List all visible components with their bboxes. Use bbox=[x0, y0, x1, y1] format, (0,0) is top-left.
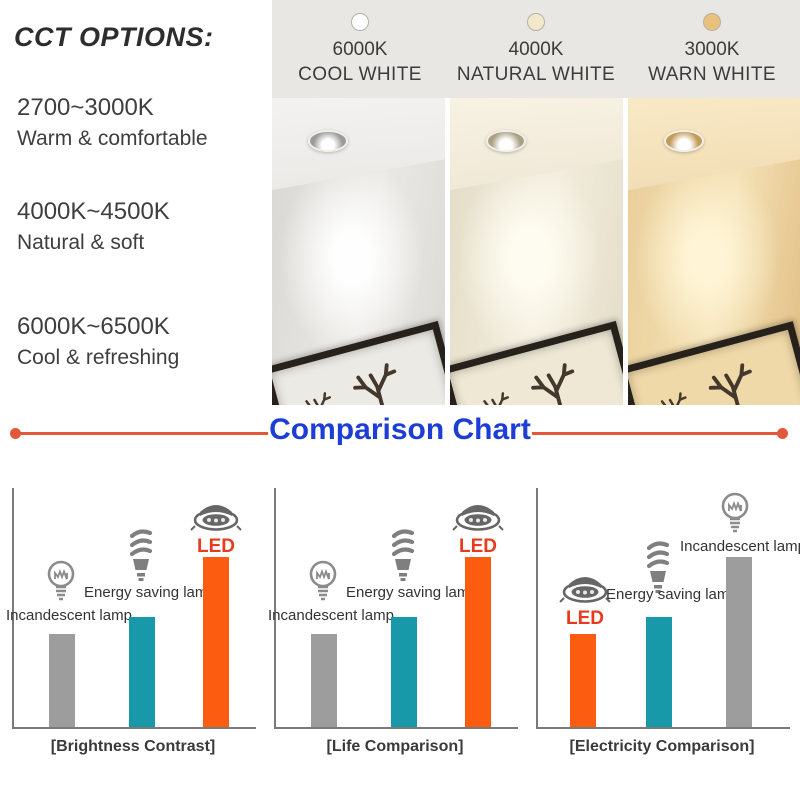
bar-energy-saving-lamp bbox=[646, 617, 672, 727]
cct-option-natural: 4000K~4500K Natural & soft bbox=[17, 198, 170, 255]
cct-desc: Cool & refreshing bbox=[17, 346, 180, 369]
cct-desc: Natural & soft bbox=[17, 231, 145, 254]
cct-header-band: 6000K COOL WHITE 4000K NATURAL WHITE 300… bbox=[272, 0, 800, 98]
cct-range: 6000K~6500K bbox=[17, 313, 170, 340]
cct-range: 4000K~4500K bbox=[17, 198, 170, 225]
cct-name-label: NATURAL WHITE bbox=[456, 64, 616, 85]
kelvin-label: 4000K bbox=[508, 39, 564, 60]
label-energy-saving-lamp: Energy saving lamp bbox=[346, 584, 478, 601]
cct-option-warm: 2700~3000K Warm & comfortable bbox=[17, 94, 208, 151]
bar-chart-life-comparison: Incandescent lamp Energy saving lamp LED [L… bbox=[266, 460, 524, 785]
cct-name-label: WARN WHITE bbox=[648, 64, 776, 85]
room-photo-warm-white bbox=[628, 98, 800, 405]
led-downlight-icon bbox=[559, 572, 611, 604]
bar-chart-brightness-contrast: Incandescent lamp Energy saving lamp LED [B… bbox=[4, 460, 262, 785]
label-energy-saving-lamp: Energy saving lamp bbox=[84, 584, 216, 601]
label-led: LED bbox=[566, 608, 604, 629]
comparison-chart-divider: Comparison Chart bbox=[0, 412, 800, 458]
bar-incandescent-lamp bbox=[726, 557, 752, 727]
cfl-bulb-icon bbox=[126, 528, 156, 582]
led-downlight-icon bbox=[190, 500, 242, 532]
room-photo-natural-white bbox=[450, 98, 623, 405]
chart-caption: [Life Comparison] bbox=[326, 738, 464, 755]
divider-line-left bbox=[20, 432, 268, 435]
cct-options-panel: CCT OPTIONS: 2700~3000K Warm & comfortab… bbox=[0, 0, 272, 410]
kelvin-label: 3000K bbox=[684, 39, 740, 60]
cct-options-title: CCT OPTIONS: bbox=[14, 22, 214, 52]
label-incandescent-lamp: Incandescent lamp bbox=[6, 607, 132, 624]
natural-white-swatch-icon bbox=[527, 13, 545, 31]
bar-energy-saving-lamp bbox=[391, 617, 417, 727]
bar-incandescent-lamp bbox=[49, 634, 75, 727]
downlight-fixture-icon bbox=[664, 130, 705, 153]
comparison-chart-title: Comparison Chart bbox=[269, 413, 531, 446]
room-photo-cool-white bbox=[272, 98, 445, 405]
cct-name-label: COOL WHITE bbox=[298, 64, 422, 85]
cfl-bulb-icon bbox=[388, 528, 418, 582]
bar-led bbox=[570, 634, 596, 727]
kelvin-label: 6000K bbox=[332, 39, 388, 60]
divider-line-right bbox=[532, 432, 778, 435]
chart-caption: [Electricity Comparison] bbox=[569, 738, 755, 755]
label-led: LED bbox=[459, 536, 497, 557]
led-downlight-icon bbox=[452, 500, 504, 532]
bar-chart-electricity-comparison: LED Energy saving lamp Incandescent lamp [E… bbox=[528, 460, 800, 785]
label-incandescent-lamp: Incandescent lamp bbox=[680, 538, 800, 555]
y-axis bbox=[536, 488, 538, 729]
cct-range: 2700~3000K bbox=[17, 94, 154, 121]
cct-desc: Warm & comfortable bbox=[17, 127, 208, 150]
header-column-cool-white: 6000K COOL WHITE bbox=[272, 0, 448, 98]
bar-incandescent-lamp bbox=[311, 634, 337, 727]
antler-artwork-icon bbox=[655, 361, 762, 405]
downlight-fixture-icon bbox=[308, 130, 349, 153]
y-axis bbox=[274, 488, 276, 729]
incandescent-bulb-icon bbox=[43, 560, 79, 604]
cool-white-swatch-icon bbox=[351, 13, 369, 31]
label-energy-saving-lamp: Energy saving lamp bbox=[606, 586, 738, 603]
incandescent-bulb-icon bbox=[305, 560, 341, 604]
incandescent-bulb-icon bbox=[717, 492, 753, 536]
antler-artwork-icon bbox=[300, 361, 406, 405]
header-column-natural-white: 4000K NATURAL WHITE bbox=[448, 0, 624, 98]
label-led: LED bbox=[197, 536, 235, 557]
chart-caption: [Brightness Contrast] bbox=[50, 738, 216, 755]
x-axis bbox=[536, 727, 790, 729]
downlight-fixture-icon bbox=[486, 130, 527, 153]
divider-dot-right-icon bbox=[777, 428, 788, 439]
divider-dot-left-icon bbox=[10, 428, 21, 439]
label-incandescent-lamp: Incandescent lamp bbox=[268, 607, 394, 624]
bar-led bbox=[203, 557, 229, 727]
bar-energy-saving-lamp bbox=[129, 617, 155, 727]
warm-white-swatch-icon bbox=[703, 13, 721, 31]
header-column-warm-white: 3000K WARN WHITE bbox=[624, 0, 800, 98]
antler-artwork-icon bbox=[478, 361, 584, 405]
y-axis bbox=[12, 488, 14, 729]
bar-led bbox=[465, 557, 491, 727]
x-axis bbox=[274, 727, 518, 729]
cct-option-cool: 6000K~6500K Cool & refreshing bbox=[17, 313, 179, 370]
x-axis bbox=[12, 727, 256, 729]
